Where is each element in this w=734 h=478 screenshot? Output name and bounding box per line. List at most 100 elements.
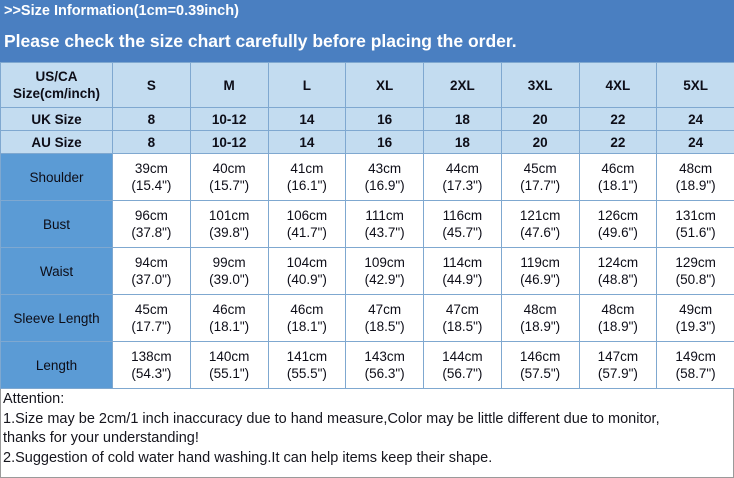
attention-footer: Attention:1.Size may be 2cm/1 inch inacc…	[0, 389, 734, 478]
measurement-cell: 45cm(17.7")	[501, 154, 579, 201]
measurement-inch: (56.7")	[424, 365, 501, 382]
measurement-inch: (40.9")	[269, 271, 346, 288]
measurement-cm: 46cm	[580, 160, 657, 177]
measurement-inch: (15.7")	[191, 177, 268, 194]
measurement-cell: 146cm(57.5")	[501, 342, 579, 389]
measurement-cell: 48cm(18.9")	[579, 295, 657, 342]
measurement-cell: 46cm(18.1")	[579, 154, 657, 201]
measurement-inch: (43.7")	[346, 224, 423, 241]
measurement-cell: 47cm(18.5")	[346, 295, 424, 342]
measurement-cm: 47cm	[346, 301, 423, 318]
size-column-header-5xl: 5XL	[657, 63, 734, 108]
size-column-header-s: S	[113, 63, 191, 108]
measurement-cell: 40cm(15.7")	[190, 154, 268, 201]
table-cell: 20	[501, 108, 579, 131]
row-label-waist: Waist	[1, 248, 113, 295]
size-column-header-m: M	[190, 63, 268, 108]
measurement-inch: (37.8")	[113, 224, 190, 241]
measurement-inch: (48.8")	[580, 271, 657, 288]
measurement-cm: 48cm	[502, 301, 579, 318]
measurement-cell: 41cm(16.1")	[268, 154, 346, 201]
measurement-inch: (17.7")	[502, 177, 579, 194]
table-cell: 18	[424, 108, 502, 131]
row-label-sleeve-length: Sleeve Length	[1, 295, 113, 342]
measurement-cm: 116cm	[424, 207, 501, 224]
measurement-inch: (54.3")	[113, 365, 190, 382]
measurement-cell: 140cm(55.1")	[190, 342, 268, 389]
measurement-cm: 49cm	[657, 301, 734, 318]
measurement-cm: 45cm	[502, 160, 579, 177]
row-label-bust: Bust	[1, 201, 113, 248]
measurement-cm: 147cm	[580, 348, 657, 365]
measurement-cell: 116cm(45.7")	[424, 201, 502, 248]
banner-header: >>Size Information(1cm=0.39inch) Please …	[0, 0, 734, 62]
measurement-cm: 141cm	[269, 348, 346, 365]
measurement-cell: 149cm(58.7")	[657, 342, 734, 389]
measurement-cell: 49cm(19.3")	[657, 295, 734, 342]
measurement-cm: 47cm	[424, 301, 501, 318]
measurement-cm: 144cm	[424, 348, 501, 365]
measurement-cell: 124cm(48.8")	[579, 248, 657, 295]
size-column-header-2xl: 2XL	[424, 63, 502, 108]
measurement-inch: (47.6")	[502, 224, 579, 241]
measurement-cell: 45cm(17.7")	[113, 295, 191, 342]
table-cell: 24	[657, 131, 734, 154]
measurement-cell: 48cm(18.9")	[501, 295, 579, 342]
measurement-cm: 48cm	[580, 301, 657, 318]
measurement-cm: 106cm	[269, 207, 346, 224]
measurement-cm: 44cm	[424, 160, 501, 177]
row-label-length: Length	[1, 342, 113, 389]
row-label: AU Size	[1, 131, 113, 154]
measurement-cm: 99cm	[191, 254, 268, 271]
measurement-cm: 104cm	[269, 254, 346, 271]
measurement-cell: 114cm(44.9")	[424, 248, 502, 295]
attention-line: thanks for your understanding!	[3, 429, 731, 449]
measurement-cm: 46cm	[269, 301, 346, 318]
measurement-cell: 46cm(18.1")	[190, 295, 268, 342]
measurement-cell: 47cm(18.5")	[424, 295, 502, 342]
measurement-inch: (18.5")	[346, 318, 423, 335]
measurement-inch: (51.6")	[657, 224, 734, 241]
measurement-cm: 126cm	[580, 207, 657, 224]
measurement-inch: (37.0")	[113, 271, 190, 288]
measurement-inch: (18.9")	[502, 318, 579, 335]
table-cell: 8	[113, 108, 191, 131]
measurement-cell: 129cm(50.8")	[657, 248, 734, 295]
measurement-cell: 126cm(49.6")	[579, 201, 657, 248]
measurement-cell: 104cm(40.9")	[268, 248, 346, 295]
size-column-header-l: L	[268, 63, 346, 108]
measurement-cm: 111cm	[346, 207, 423, 224]
table-cell: 14	[268, 131, 346, 154]
measurement-inch: (18.1")	[191, 318, 268, 335]
measurement-inch: (18.1")	[580, 177, 657, 194]
measurement-cm: 94cm	[113, 254, 190, 271]
measurement-cm: 131cm	[657, 207, 734, 224]
table-cell: 24	[657, 108, 734, 131]
size-column-header-xl: XL	[346, 63, 424, 108]
measurement-cm: 96cm	[113, 207, 190, 224]
measurement-inch: (44.9")	[424, 271, 501, 288]
measurement-inch: (46.9")	[502, 271, 579, 288]
measurement-inch: (18.5")	[424, 318, 501, 335]
measurement-cm: 101cm	[191, 207, 268, 224]
size-column-header-3xl: 3XL	[501, 63, 579, 108]
table-cell: 16	[346, 108, 424, 131]
measurement-cm: 149cm	[657, 348, 734, 365]
banner-title: >>Size Information(1cm=0.39inch)	[4, 1, 734, 21]
measurement-cell: 96cm(37.8")	[113, 201, 191, 248]
measurement-cell: 109cm(42.9")	[346, 248, 424, 295]
measurement-inch: (58.7")	[657, 365, 734, 382]
size-column-header-4xl: 4XL	[579, 63, 657, 108]
measurement-inch: (56.3")	[346, 365, 423, 382]
measurement-cm: 146cm	[502, 348, 579, 365]
measurement-inch: (18.9")	[657, 177, 734, 194]
measurement-cm: 41cm	[269, 160, 346, 177]
table-cell: 8	[113, 131, 191, 154]
measurement-cm: 119cm	[502, 254, 579, 271]
